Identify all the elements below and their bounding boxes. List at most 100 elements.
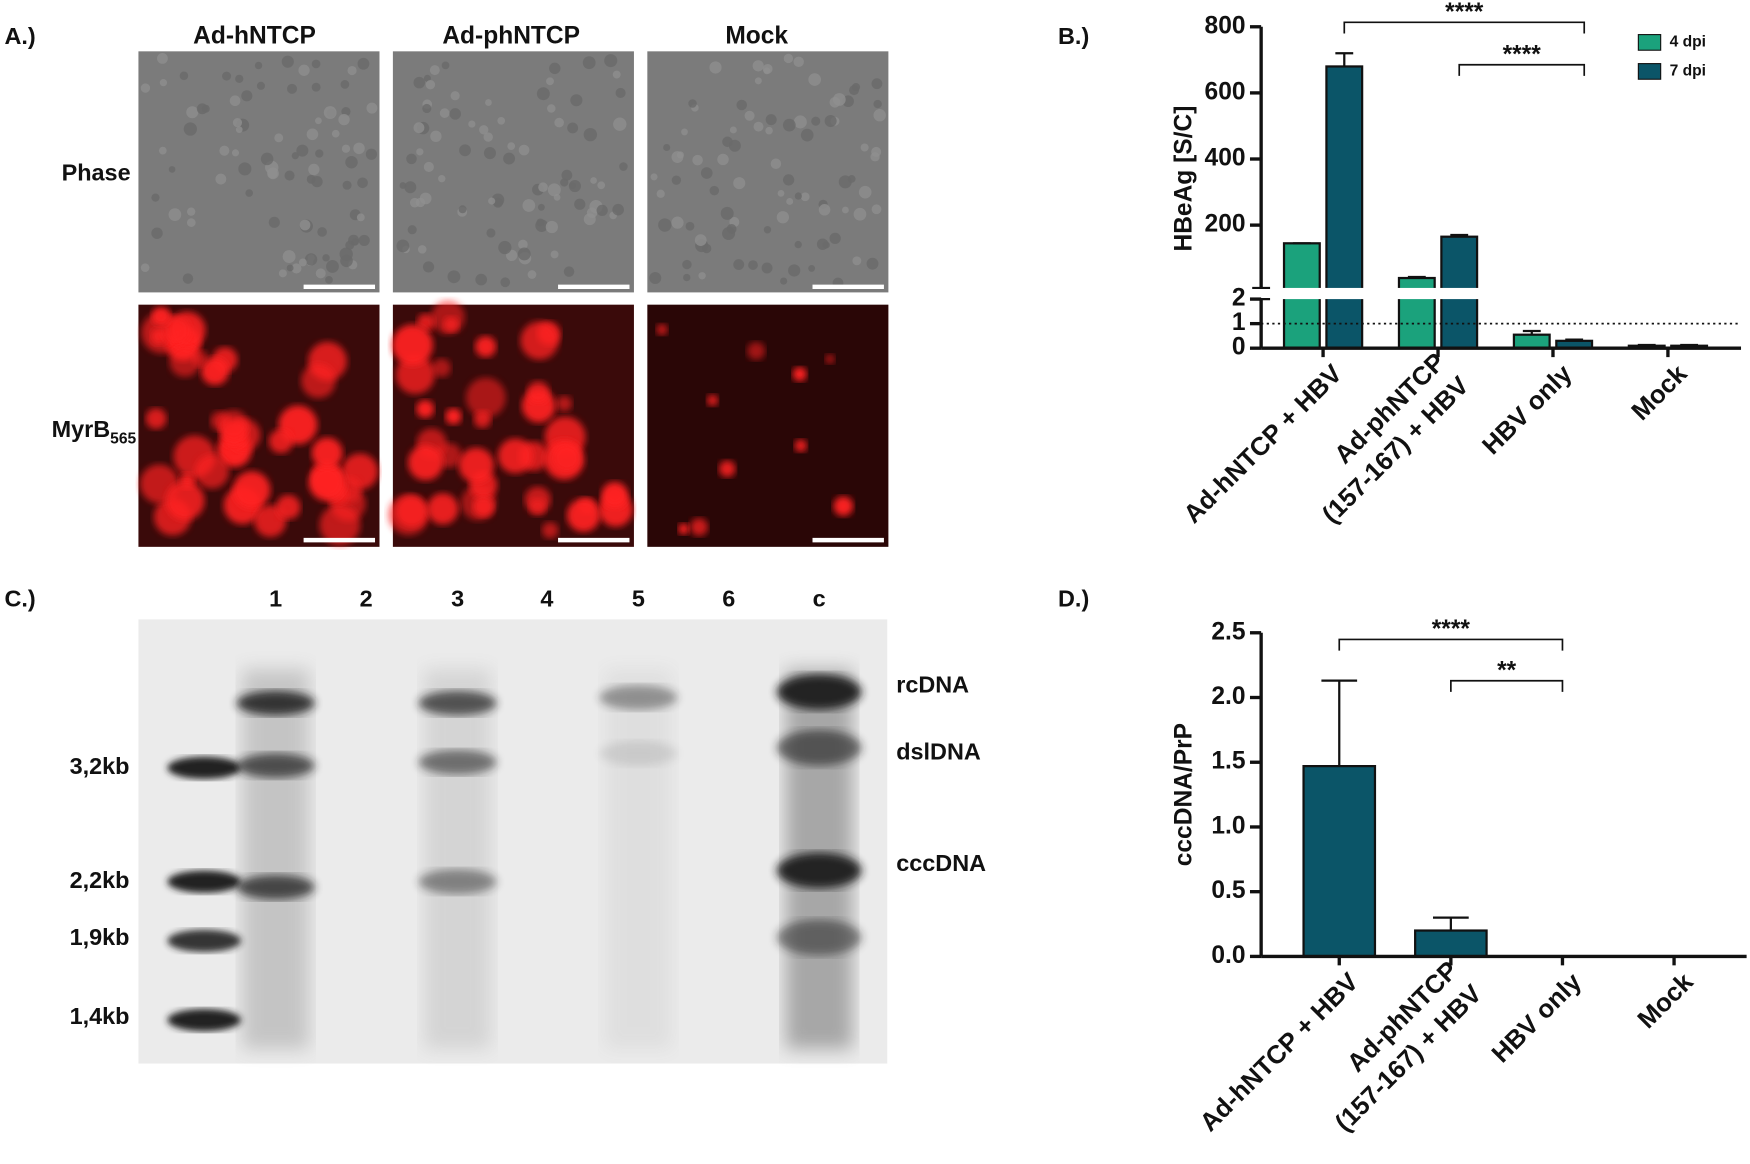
cell — [287, 83, 298, 94]
cell — [472, 495, 495, 518]
cell — [416, 148, 424, 156]
cell — [323, 106, 337, 119]
cell — [604, 54, 618, 68]
cell — [563, 266, 575, 277]
blot-band — [599, 685, 678, 710]
legend-label: 7 dpi — [1670, 63, 1706, 80]
y-tick-label: 2.0 — [1211, 683, 1245, 710]
cell — [306, 128, 319, 141]
cell — [777, 189, 785, 197]
row-label-subscript: 565 — [110, 431, 136, 448]
blot-band — [236, 753, 315, 778]
row-label: MyrB565 — [52, 416, 137, 448]
cell — [187, 207, 196, 216]
cell — [782, 118, 796, 132]
significance-label: **** — [1503, 41, 1542, 68]
blot-bands — [167, 669, 862, 1050]
cell — [423, 161, 434, 173]
error-bar — [1637, 343, 1656, 347]
cell — [140, 263, 150, 272]
cell — [186, 218, 196, 227]
cell — [597, 181, 606, 190]
cell — [793, 115, 807, 129]
cell — [357, 57, 370, 70]
cell — [194, 454, 230, 489]
significance-bracket — [1450, 679, 1564, 692]
cell — [613, 117, 627, 131]
cell — [500, 277, 511, 288]
cell — [413, 122, 425, 134]
cell — [298, 64, 310, 76]
cell — [811, 116, 821, 126]
blot-band — [418, 749, 497, 775]
cell — [786, 197, 794, 205]
ladder-band — [167, 870, 242, 893]
legend-swatch — [1637, 34, 1662, 51]
cell — [866, 257, 879, 270]
cell — [151, 306, 171, 326]
cell — [547, 104, 556, 113]
cell — [475, 336, 497, 358]
cell — [486, 228, 496, 238]
cell — [527, 270, 537, 279]
cell — [663, 143, 671, 152]
cell — [870, 152, 880, 162]
lane-label: 5 — [632, 586, 645, 612]
cell — [275, 494, 301, 520]
cell — [794, 439, 808, 453]
cell — [582, 56, 596, 70]
legend-label: 4 dpi — [1670, 34, 1706, 51]
cell — [485, 99, 492, 106]
blot-band — [776, 919, 862, 956]
y-tick-label: 200 — [1205, 211, 1246, 238]
cell — [168, 166, 176, 173]
cell — [284, 170, 295, 181]
cell — [235, 74, 244, 83]
size-marker-label: 2,2kb — [70, 867, 130, 893]
axis-break-mark — [1252, 286, 1271, 301]
error-bar — [1450, 233, 1469, 237]
row-label: Phase — [62, 159, 131, 185]
panel-label: D.) — [1058, 586, 1089, 612]
cell — [274, 133, 284, 143]
cell — [157, 52, 168, 64]
cell — [278, 269, 287, 278]
legend-swatch — [1637, 63, 1662, 80]
cell — [709, 61, 722, 74]
phase-image — [647, 51, 889, 293]
cell — [459, 144, 471, 157]
cell — [450, 91, 460, 101]
cell — [503, 152, 516, 165]
y-axis-label: cccDNA/PrP — [1171, 723, 1198, 866]
size-marker-label: 1,4kb — [70, 1003, 130, 1029]
cell — [409, 197, 420, 208]
error-bar — [1407, 275, 1426, 279]
cell — [168, 208, 182, 221]
cell — [404, 181, 417, 194]
cell — [761, 262, 773, 274]
lane-label: c — [813, 586, 826, 612]
cell — [256, 81, 265, 90]
cell — [690, 518, 709, 537]
cell — [549, 62, 561, 75]
cell — [782, 174, 795, 186]
cell — [326, 260, 339, 273]
cell — [706, 394, 719, 407]
cell — [304, 253, 318, 266]
cell — [419, 192, 432, 205]
band-label: rcDNA — [896, 672, 969, 698]
cell — [311, 82, 321, 92]
cell — [852, 256, 862, 266]
cell — [286, 264, 294, 272]
lane-label: 4 — [540, 586, 553, 612]
cell — [566, 498, 601, 533]
cell — [299, 219, 311, 231]
cell — [345, 240, 355, 250]
cell — [145, 408, 167, 430]
cell — [561, 169, 573, 181]
cell — [331, 129, 340, 138]
cell — [151, 193, 160, 202]
cell — [871, 204, 882, 215]
cell — [765, 114, 777, 126]
y-tick-label: 1 — [1232, 309, 1246, 336]
